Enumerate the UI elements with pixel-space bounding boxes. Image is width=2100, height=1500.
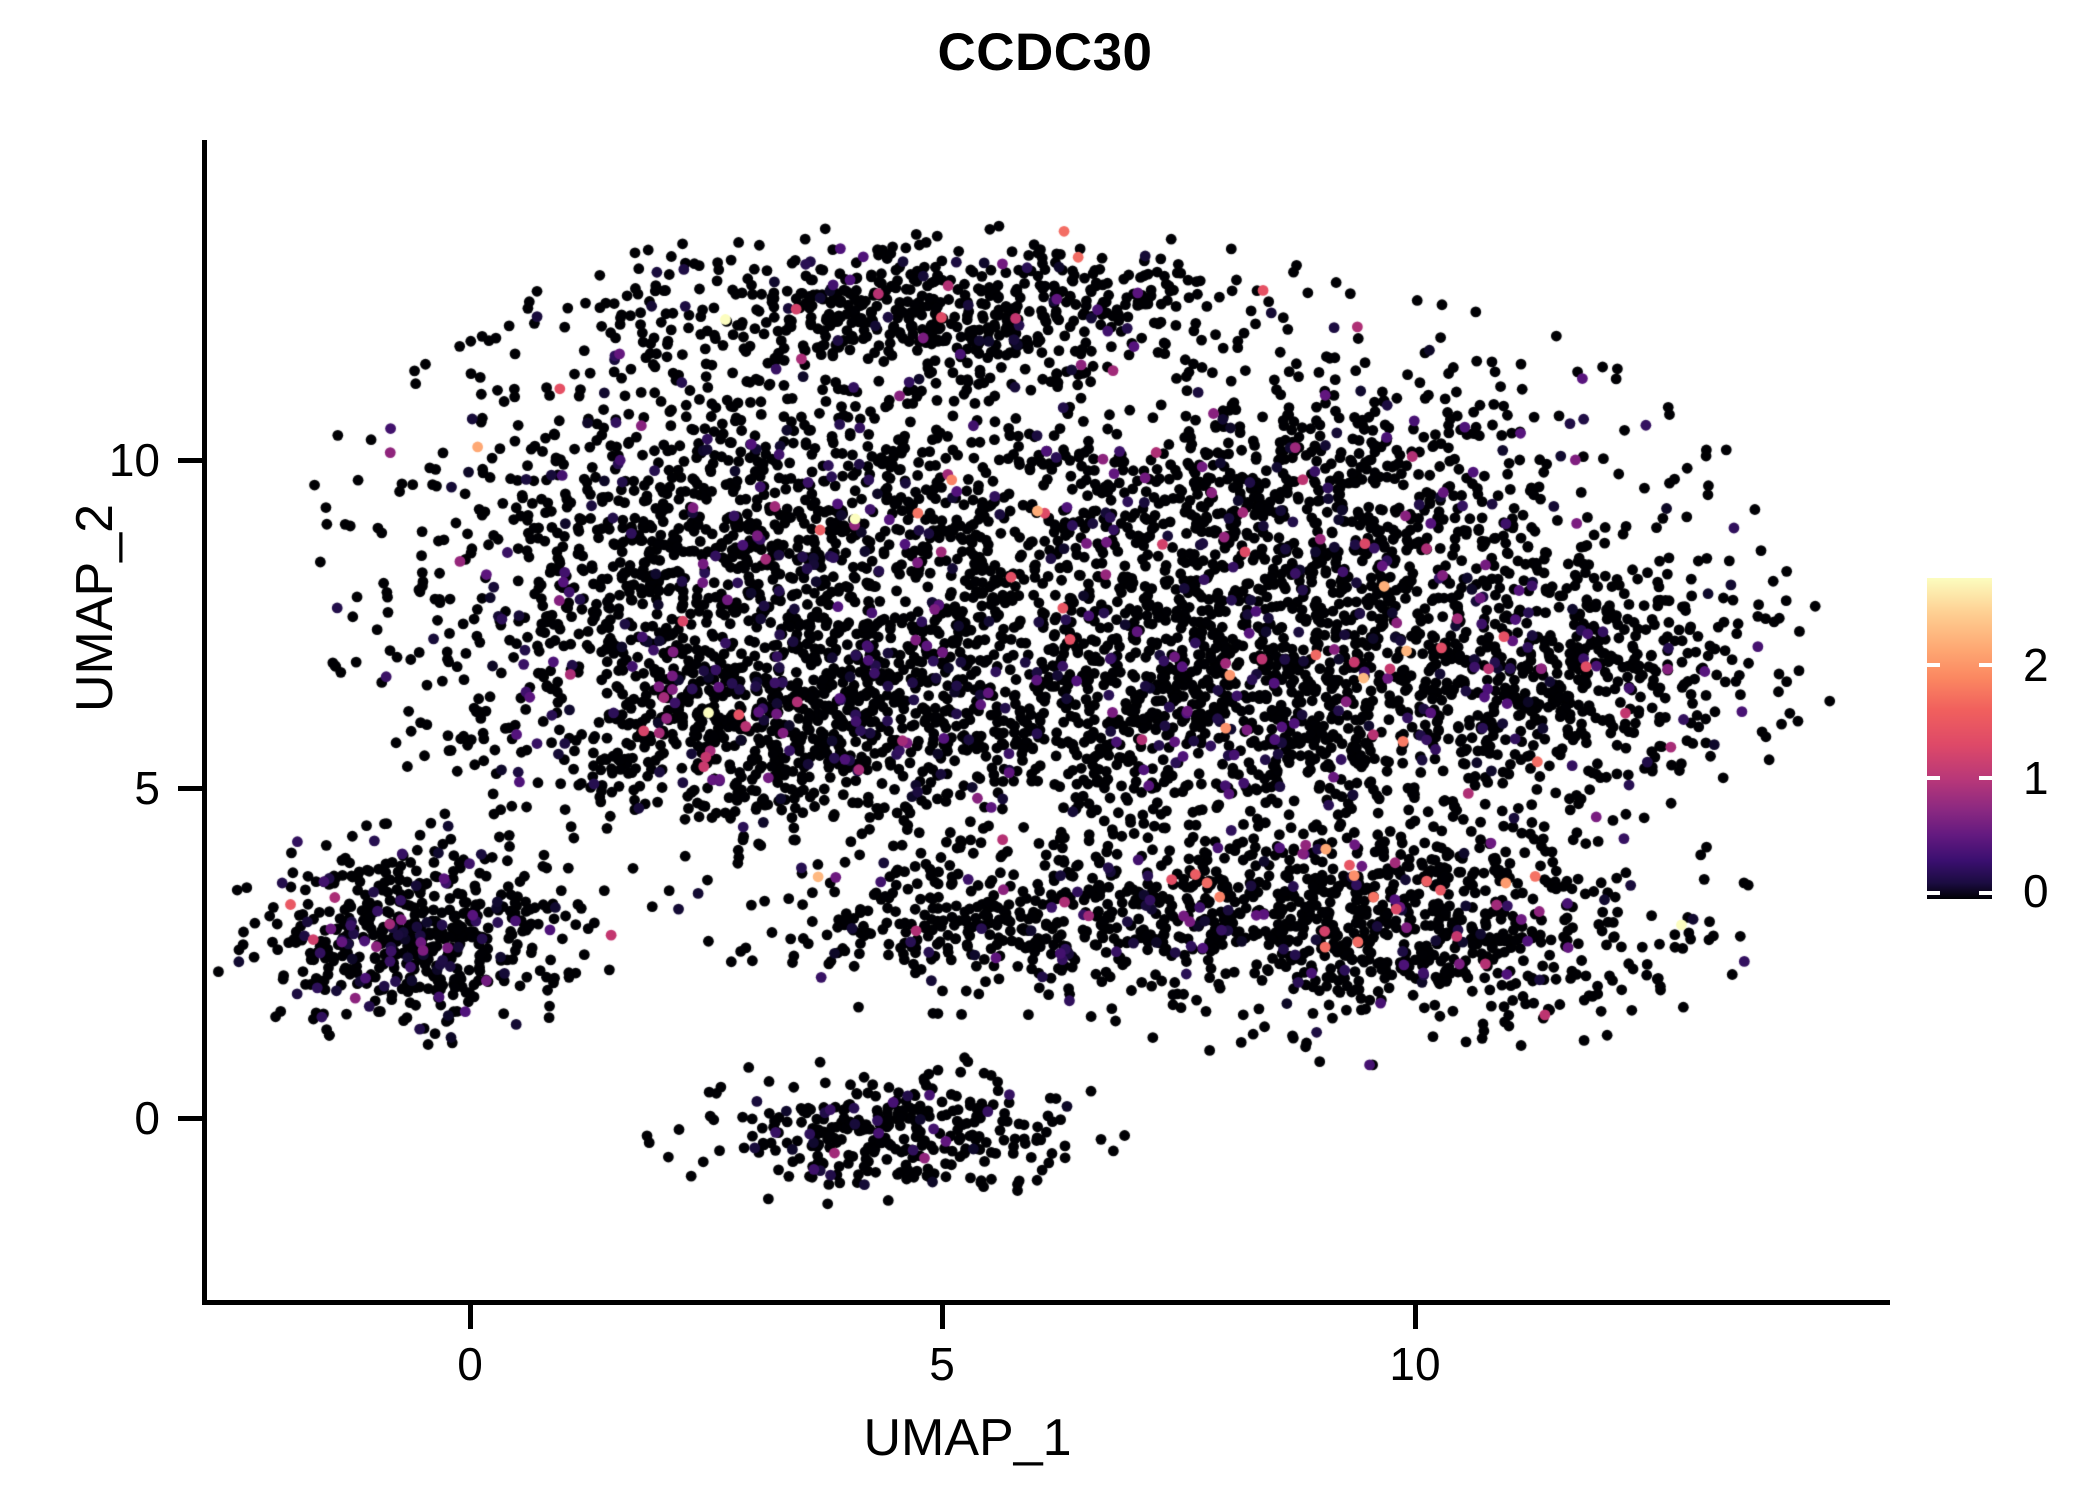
- plot-panel: [205, 140, 1890, 1302]
- colorbar-tick-0-right: [1979, 891, 1992, 895]
- colorbar-tick-2-left: [1927, 663, 1940, 667]
- y-tick-label-5: 5: [134, 762, 160, 814]
- umap-scatter-canvas: [205, 140, 1890, 1302]
- colorbar-label-1: 1: [2023, 752, 2049, 804]
- y-tick-label-group: 10 5 0: [0, 0, 160, 1500]
- y-axis-line: [202, 140, 207, 1305]
- x-tick-mark-5: [940, 1305, 945, 1329]
- x-axis-line: [205, 1300, 1890, 1305]
- colorbar-gradient: [1927, 578, 1992, 899]
- x-tick-label-5: 5: [929, 1338, 955, 1390]
- y-tick-label-10: 10: [108, 434, 160, 486]
- x-tick-label-0: 0: [457, 1338, 483, 1390]
- colorbar-tick-1-right: [1979, 776, 1992, 780]
- y-tick-mark-5: [178, 786, 204, 791]
- x-axis-title: UMAP_1: [863, 1409, 1072, 1467]
- x-tick-mark-10: [1413, 1305, 1418, 1329]
- color-legend: 2 1 0: [1927, 578, 2097, 917]
- y-axis-title: UMAP_2: [66, 503, 124, 713]
- y-tick-label-0: 0: [134, 1092, 160, 1144]
- colorbar-tick-1-left: [1927, 776, 1940, 780]
- y-tick-mark-10: [178, 458, 204, 463]
- page-title: CCDC30: [937, 23, 1153, 82]
- x-tick-mark-0: [468, 1305, 473, 1329]
- y-tick-mark-0: [178, 1116, 204, 1121]
- x-tick-label-10: 10: [1389, 1338, 1441, 1390]
- colorbar-label-0: 0: [2023, 865, 2049, 917]
- colorbar-tick-2-right: [1979, 663, 1992, 667]
- colorbar-label-2: 2: [2023, 639, 2049, 691]
- colorbar-tick-0-left: [1927, 891, 1940, 895]
